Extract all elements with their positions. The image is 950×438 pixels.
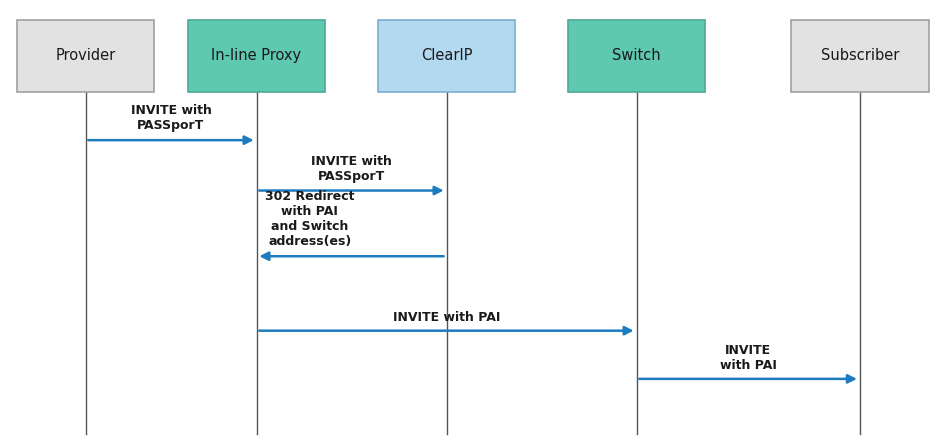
Text: In-line Proxy: In-line Proxy <box>212 48 301 64</box>
Text: ClearIP: ClearIP <box>421 48 472 64</box>
Text: 302 Redirect
with PAI
and Switch
address(es): 302 Redirect with PAI and Switch address… <box>265 191 354 248</box>
Text: INVITE
with PAI: INVITE with PAI <box>720 344 776 372</box>
FancyBboxPatch shape <box>790 20 928 92</box>
Text: Switch: Switch <box>612 48 661 64</box>
FancyBboxPatch shape <box>568 20 705 92</box>
Text: Provider: Provider <box>55 48 116 64</box>
Text: Subscriber: Subscriber <box>821 48 899 64</box>
FancyBboxPatch shape <box>188 20 325 92</box>
FancyBboxPatch shape <box>16 20 154 92</box>
Text: INVITE with
PASSporT: INVITE with PASSporT <box>130 104 212 132</box>
FancyBboxPatch shape <box>377 20 515 92</box>
Text: INVITE with PAI: INVITE with PAI <box>392 311 501 324</box>
Text: INVITE with
PASSporT: INVITE with PASSporT <box>311 155 392 183</box>
